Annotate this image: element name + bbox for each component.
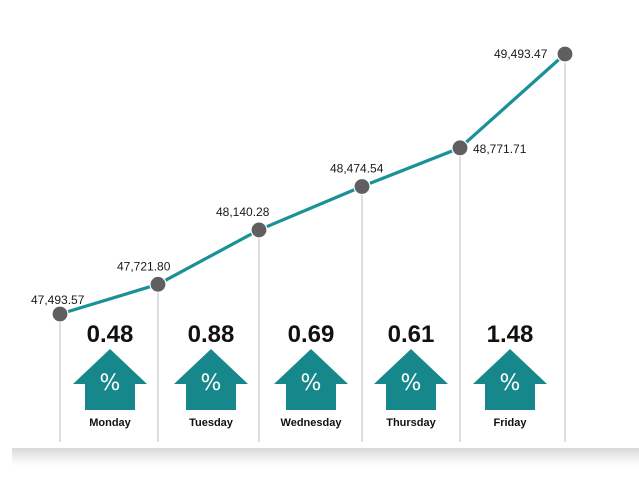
data-point-3	[250, 221, 268, 239]
value-label-5: 48,771.71	[473, 142, 527, 156]
day-label-thursday: Thursday	[386, 417, 436, 429]
percent-icon: %	[100, 371, 121, 396]
up-arrow-icon	[274, 349, 348, 410]
day-label-monday: Monday	[89, 417, 131, 429]
series-polyline	[58, 52, 567, 316]
value-label-6: 49,493.47	[494, 47, 548, 61]
pct-change-tuesday: 0.88	[188, 321, 235, 348]
up-arrow-icon	[174, 349, 248, 410]
value-label-3: 48,140.28	[216, 205, 270, 219]
series-line	[58, 52, 567, 316]
data-point-2	[149, 275, 167, 293]
floor-shadow	[12, 448, 639, 466]
up-arrow-icon	[374, 349, 448, 410]
data-point-5	[451, 139, 469, 157]
day-label-wednesday: Wednesday	[281, 417, 343, 429]
percent-icon: %	[500, 371, 521, 396]
up-arrow-icon	[73, 349, 147, 410]
percent-icon: %	[401, 371, 422, 396]
pct-change-monday: 0.48	[87, 321, 134, 348]
pct-change-friday: 1.48	[487, 321, 534, 348]
drop-lines	[59, 54, 566, 442]
up-arrow-icon	[473, 349, 547, 410]
value-label-2: 47,721.80	[117, 259, 171, 273]
data-point-1	[51, 305, 69, 323]
day-label-friday: Friday	[493, 417, 527, 429]
pct-change-wednesday: 0.69	[288, 321, 335, 348]
day-columns: 0.48% Monday 0.88% Tuesday 0.69% Wednesday 0.6…	[73, 321, 547, 429]
data-point-4	[353, 177, 371, 196]
percent-icon: %	[301, 371, 322, 396]
value-label-4: 48,474.54	[330, 161, 384, 175]
day-label-tuesday: Tuesday	[189, 417, 234, 429]
data-point-6	[556, 45, 574, 63]
percent-icon: %	[201, 371, 222, 396]
value-label-1: 47,493.57	[31, 293, 85, 307]
pct-change-thursday: 0.61	[388, 321, 435, 348]
value-labels: 47,493.57 47,721.80 48,140.28 48,474.54 48,7…	[31, 47, 548, 307]
data-markers	[51, 45, 574, 323]
